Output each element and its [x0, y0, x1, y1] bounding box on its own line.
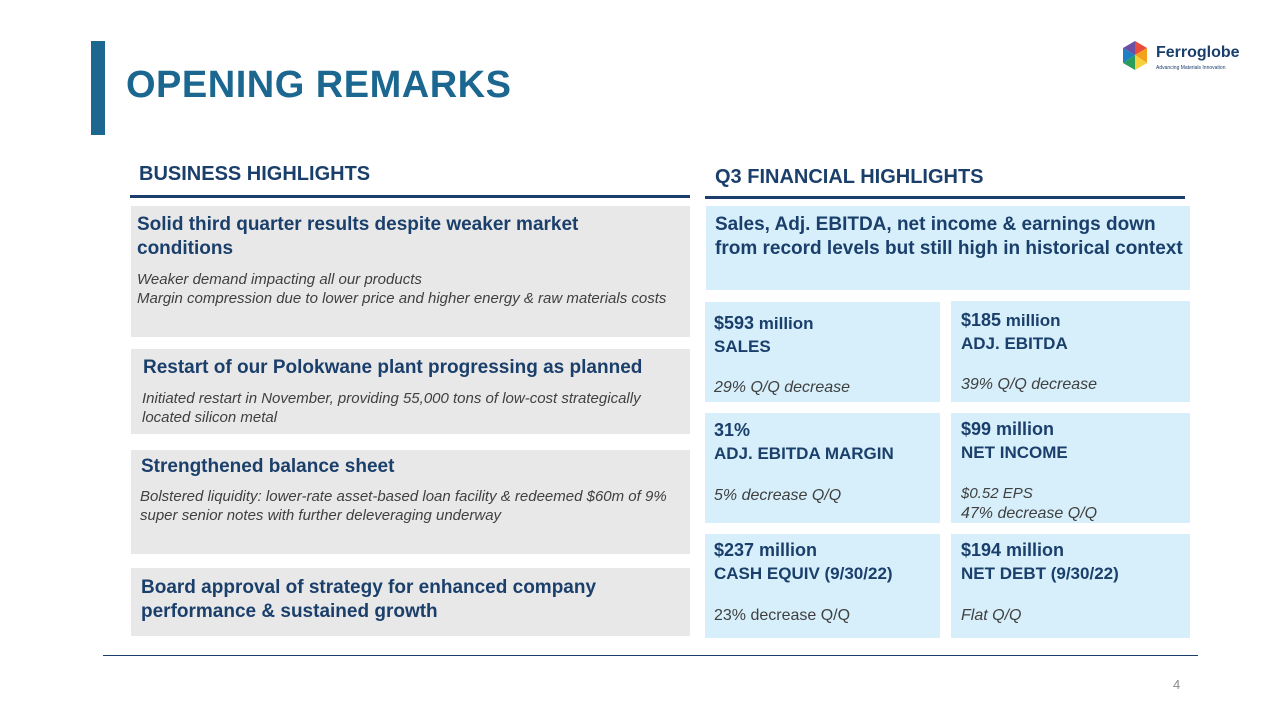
- business-item-detail: Weaker demand impacting all our products: [137, 271, 422, 288]
- kpi-unit: million: [1001, 311, 1061, 330]
- kpi-value: $237 million: [714, 540, 818, 560]
- kpi-change: 39% Q/Q decrease: [961, 376, 1098, 393]
- kpi-change: 5% decrease Q/Q: [714, 487, 842, 504]
- kpi-label: ADJ. EBITDA: [961, 334, 1068, 353]
- financial-highlights-heading: Q3 FINANCIAL HIGHLIGHTS: [715, 166, 984, 188]
- page-number: 4: [1173, 677, 1181, 692]
- kpi-change: 23% decrease Q/Q: [714, 607, 851, 624]
- business-item-title: Strengthened balance sheet: [141, 456, 395, 477]
- kpi-value-line: $593 million: [714, 313, 814, 334]
- kpi-card-ebitda-margin: 31% ADJ. EBITDA MARGIN 5% decrease Q/Q: [705, 413, 940, 523]
- business-item-detail: Margin compression due to lower price an…: [137, 290, 667, 307]
- financial-summary-box: Sales, Adj. EBITDA, net income & earning…: [706, 206, 1190, 290]
- business-item-3: Strengthened balance sheet Bolstered liq…: [131, 450, 690, 554]
- kpi-value: $185: [961, 310, 1002, 330]
- kpi-card-sales: $593 million SALES 29% Q/Q decrease: [705, 302, 940, 402]
- business-item-1: Solid third quarter results despite weak…: [131, 206, 690, 337]
- kpi-label: ADJ. EBITDA MARGIN: [714, 444, 894, 463]
- business-item-title: Solid third quarter results despite weak…: [137, 214, 579, 259]
- kpi-card-net-debt: $194 million NET DEBT (9/30/22) Flat Q/Q: [951, 534, 1190, 638]
- business-heading-rule: [130, 195, 690, 198]
- financial-summary-text: Sales, Adj. EBITDA, net income & earning…: [715, 214, 1183, 259]
- company-logo: Ferroglobe Advancing Materials Innovatio…: [1120, 40, 1250, 76]
- kpi-label: CASH EQUIV (9/30/22): [714, 564, 893, 583]
- kpi-unit: million: [754, 314, 814, 333]
- slide-title: OPENING REMARKS: [126, 64, 512, 106]
- kpi-value: $194 million: [961, 540, 1065, 560]
- business-item-detail: Bolstered liquidity: lower-rate asset-ba…: [140, 488, 667, 524]
- kpi-change: 47% decrease Q/Q: [961, 505, 1098, 522]
- business-item-title: Board approval of strategy for enhanced …: [141, 577, 597, 622]
- kpi-value-line: $185 million: [961, 310, 1061, 331]
- kpi-card-net-income: $99 million NET INCOME $0.52 EPS 47% dec…: [951, 413, 1190, 523]
- kpi-label: NET DEBT (9/30/22): [961, 564, 1119, 583]
- business-item-title: Restart of our Polokwane plant progressi…: [143, 357, 643, 378]
- kpi-eps: $0.52 EPS: [961, 485, 1033, 502]
- kpi-value: $593: [714, 313, 755, 333]
- business-item-4: Board approval of strategy for enhanced …: [131, 568, 690, 636]
- logo-wordmark: Ferroglobe: [1156, 44, 1240, 61]
- logo-tagline: Advancing Materials Innovation: [1156, 65, 1226, 71]
- business-item-2: Restart of our Polokwane plant progressi…: [131, 349, 690, 434]
- financial-heading-rule: [705, 196, 1185, 199]
- kpi-card-cash-equiv: $237 million CASH EQUIV (9/30/22) 23% de…: [705, 534, 940, 638]
- globe-logo-icon: [1123, 41, 1147, 70]
- business-item-detail: Initiated restart in November, providing…: [142, 390, 641, 426]
- kpi-change: 29% Q/Q decrease: [714, 379, 851, 396]
- kpi-label: SALES: [714, 337, 771, 356]
- kpi-card-adj-ebitda: $185 million ADJ. EBITDA 39% Q/Q decreas…: [951, 301, 1190, 402]
- kpi-change: Flat Q/Q: [961, 607, 1022, 624]
- footer-rule: [103, 655, 1198, 656]
- title-accent-bar: [91, 41, 105, 135]
- kpi-label: NET INCOME: [961, 443, 1068, 462]
- business-highlights-heading: BUSINESS HIGHLIGHTS: [139, 163, 371, 185]
- kpi-value: $99 million: [961, 419, 1055, 439]
- kpi-value: 31%: [714, 420, 751, 440]
